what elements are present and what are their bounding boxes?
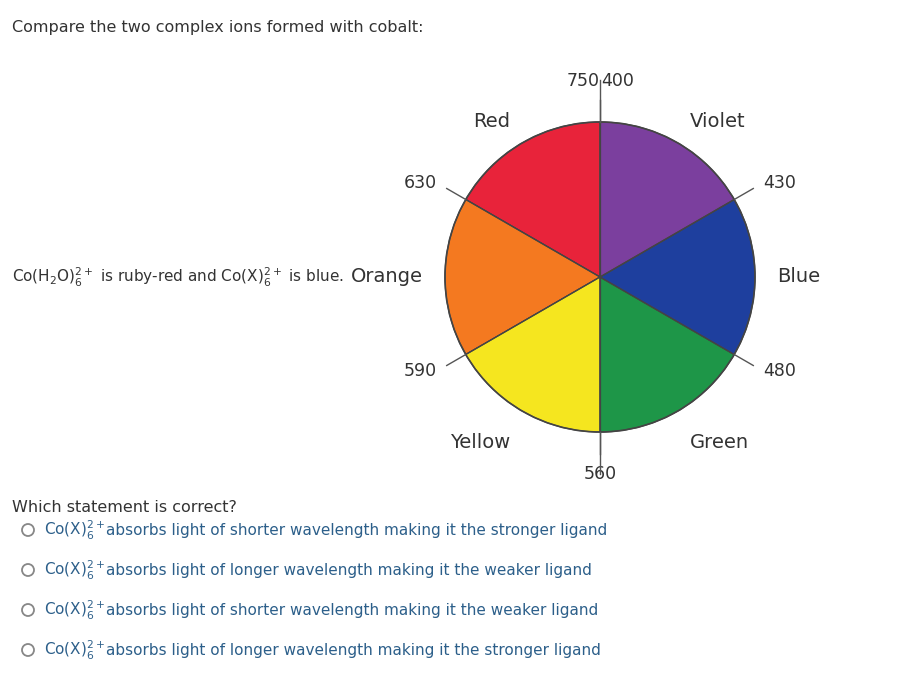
Text: Blue: Blue — [776, 268, 820, 286]
Text: Co(H$_2$O)$_6^{2+}$ is ruby-red and Co(X)$_6^{2+}$ is blue.: Co(H$_2$O)$_6^{2+}$ is ruby-red and Co(X… — [12, 266, 344, 289]
Text: absorbs light of shorter wavelength making it the weaker ligand: absorbs light of shorter wavelength maki… — [106, 603, 598, 617]
Text: Yellow: Yellow — [450, 432, 510, 452]
Text: 630: 630 — [404, 174, 438, 192]
Text: Red: Red — [473, 112, 510, 131]
Text: absorbs light of shorter wavelength making it the stronger ligand: absorbs light of shorter wavelength maki… — [106, 522, 607, 538]
Text: Co(X)$_6^{2+}$: Co(X)$_6^{2+}$ — [44, 518, 105, 542]
Wedge shape — [445, 199, 600, 354]
Text: 480: 480 — [763, 361, 796, 379]
Wedge shape — [466, 277, 600, 432]
Wedge shape — [600, 122, 734, 277]
Text: 430: 430 — [763, 174, 796, 192]
Text: Co(X)$_6^{2+}$: Co(X)$_6^{2+}$ — [44, 558, 105, 581]
Text: Orange: Orange — [352, 268, 424, 286]
Text: absorbs light of longer wavelength making it the stronger ligand: absorbs light of longer wavelength makin… — [106, 642, 601, 657]
Text: Which statement is correct?: Which statement is correct? — [12, 500, 237, 515]
Text: Co(X)$_6^{2+}$: Co(X)$_6^{2+}$ — [44, 599, 105, 621]
Wedge shape — [600, 277, 734, 432]
Text: Co(X)$_6^{2+}$: Co(X)$_6^{2+}$ — [44, 639, 105, 662]
Text: 400: 400 — [601, 72, 634, 90]
Text: 560: 560 — [583, 465, 617, 483]
Text: 750: 750 — [566, 72, 599, 90]
Text: Violet: Violet — [689, 112, 746, 131]
Text: 590: 590 — [404, 361, 438, 379]
Text: absorbs light of longer wavelength making it the weaker ligand: absorbs light of longer wavelength makin… — [106, 563, 592, 578]
Text: Compare the two complex ions formed with cobalt:: Compare the two complex ions formed with… — [12, 20, 424, 35]
Text: Green: Green — [689, 432, 749, 452]
Wedge shape — [466, 122, 600, 277]
Wedge shape — [600, 199, 755, 354]
